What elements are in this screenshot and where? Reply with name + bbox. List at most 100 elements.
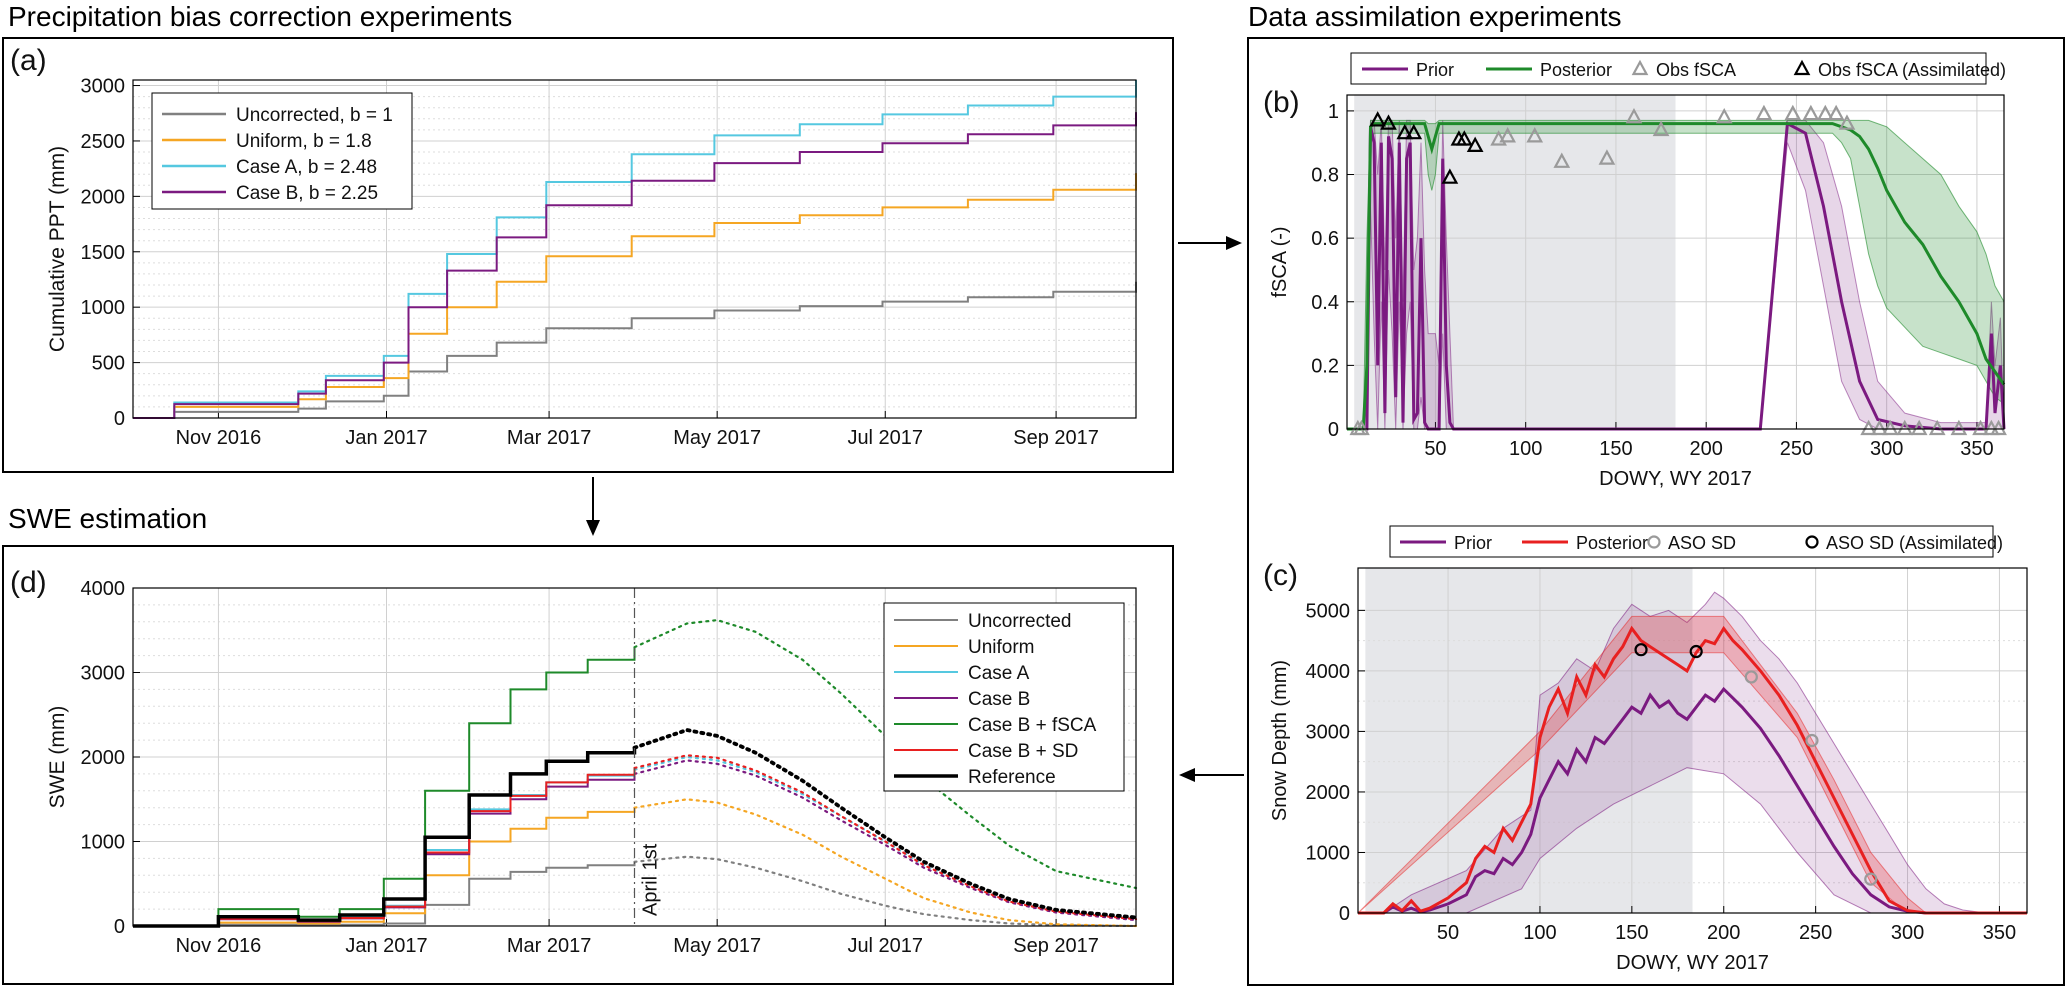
ytick-label: 0.2	[1311, 355, 1339, 377]
ytick-label: 2000	[1306, 782, 1351, 804]
obs-fsca-marker	[1499, 127, 1516, 143]
legend-label: Case B + SD	[968, 741, 1078, 762]
series-projection-reference	[632, 728, 1138, 920]
ytick-label: 3000	[81, 663, 126, 685]
obs-fsca-assimilated-marker	[1380, 114, 1397, 130]
ytick-label: 5000	[1306, 600, 1351, 622]
xtick-label: May 2017	[673, 935, 761, 957]
ytick-label: 1000	[81, 832, 126, 854]
axes-frame	[1346, 94, 2005, 430]
obs-fsca-marker	[1896, 419, 1914, 436]
box-a	[2, 37, 1174, 473]
obs-fsca-marker	[1553, 152, 1571, 168]
xtick-label: 350	[1983, 922, 2016, 944]
panel-a: 0 500 1000 1500 2000 2500 3000 Nov 2016 Jan 2017…	[10, 44, 1137, 449]
assimilation-period-shade	[1365, 568, 1693, 913]
legend-label: Prior	[1416, 60, 1454, 80]
xtick-label: 300	[1870, 438, 1903, 460]
ytick-label: 0	[114, 916, 125, 938]
aso-sd-assimilated-marker	[1689, 644, 1703, 659]
series-line-reference	[133, 747, 637, 928]
legend-label: Case B + fSCA	[968, 715, 1097, 736]
obs-fsca-marker	[1838, 114, 1856, 130]
obs-fsca-marker	[1990, 419, 2007, 436]
legend-label: Case B	[968, 689, 1030, 710]
series-line-caseB_fsca	[133, 647, 636, 927]
section-title-swe: SWE estimation	[8, 503, 207, 534]
obs-fsca-assimilated-marker	[1369, 111, 1387, 127]
obs-fsca-marker	[1598, 149, 1616, 165]
prior-band	[1358, 591, 2028, 914]
april-first-label: April 1st	[640, 843, 662, 916]
ytick-label: 1	[1328, 101, 1339, 123]
obs-fsca-assimilated-marker	[1466, 136, 1484, 152]
obs-fsca-marker	[1881, 419, 1899, 436]
xtick-label: 200	[1689, 438, 1722, 460]
xtick-label: May 2017	[673, 427, 761, 449]
legend-c: Prior Posterior ASO SD ASO SD (Assimilated)	[1389, 525, 2003, 558]
xtick-label: Mar 2017	[507, 935, 592, 957]
xtick-label: Sep 2017	[1013, 935, 1099, 957]
legend-label: Posterior	[1576, 533, 1648, 553]
box-d	[2, 545, 1174, 985]
legend-a: Uncorrected, b = 1 Uniform, b = 1.8 Case A…	[151, 92, 413, 210]
ytick-label: 0	[114, 408, 125, 430]
obs-fsca-marker	[1784, 104, 1802, 121]
ytick-label: 1000	[81, 297, 126, 319]
panel-label-c: (c)	[1263, 559, 1298, 592]
obs-fsca-marker	[1715, 107, 1733, 124]
ytick-label: 0	[1339, 903, 1350, 925]
legend-label: Uncorrected, b = 1	[236, 105, 393, 126]
legend-label: ASO SD	[1668, 533, 1736, 553]
obs-fsca-marker	[1802, 104, 1820, 121]
xtick-label: Nov 2016	[176, 935, 262, 957]
obs-fsca-marker	[1816, 104, 1834, 121]
xtick-label: 300	[1891, 922, 1924, 944]
legend-box	[1389, 525, 1994, 558]
obs-fsca-marker	[1928, 419, 1946, 436]
legend-label: Obs fSCA	[1656, 60, 1736, 80]
obs-fsca-marker	[1972, 419, 1989, 436]
series-projection-caseB	[633, 759, 1138, 922]
axes-frame	[132, 79, 1137, 419]
obs-fsca-marker	[1860, 419, 1877, 436]
xtick-label: 200	[1707, 922, 1740, 944]
ytick-label: 4000	[1306, 661, 1351, 683]
series-line-caseA	[133, 80, 1137, 419]
section-title-precip: Precipitation bias correction experiment…	[8, 1, 512, 32]
legend-label: Obs fSCA (Assimilated)	[1818, 60, 2006, 80]
ytick-label: 2000	[81, 747, 126, 769]
series-line-caseB	[133, 112, 1137, 419]
legend-label: Posterior	[1540, 60, 1612, 80]
panel-label-d: (d)	[10, 566, 47, 599]
obs-fsca-marker	[1871, 419, 1888, 436]
posterior-line	[1347, 122, 2006, 431]
obs-fsca-assimilated-marker	[1455, 130, 1473, 146]
ytick-label: 0.8	[1311, 165, 1339, 187]
ytick-label: 500	[92, 353, 125, 375]
series-line-uniform	[133, 173, 1137, 419]
series-projection-uncorrected	[633, 855, 1138, 928]
obs-fsca-assimilated-marker	[1396, 123, 1414, 140]
panel-label-b: (b)	[1263, 86, 1300, 119]
xlabel-c: DOWY, WY 2017	[1616, 952, 1769, 974]
axes-frame	[1357, 567, 2028, 914]
legend-d: Uncorrected Uniform Case A Case B Case B + f…	[883, 602, 1125, 792]
obs-fsca-marker	[1625, 107, 1643, 124]
legend-label: Case A	[968, 663, 1030, 684]
obs-fsca-marker	[1652, 120, 1670, 137]
aso-sd-marker	[1864, 872, 1878, 886]
aso-sd-marker	[1805, 733, 1819, 748]
legend-label: Case B, b = 2.25	[236, 183, 378, 204]
legend-marker	[1647, 535, 1661, 549]
legend-label: Case A, b = 2.48	[236, 157, 377, 178]
arrow-c-to-d	[1179, 768, 1244, 782]
xtick-label: Jul 2017	[847, 935, 923, 957]
legend-marker	[1793, 59, 1811, 76]
legend-label: Uniform, b = 1.8	[236, 131, 372, 152]
xtick-label: Jan 2017	[345, 935, 427, 957]
series-projection-uniform	[633, 798, 1138, 928]
series-projection-caseB_sd	[633, 754, 1138, 921]
obs-fsca-marker	[1950, 419, 1968, 436]
